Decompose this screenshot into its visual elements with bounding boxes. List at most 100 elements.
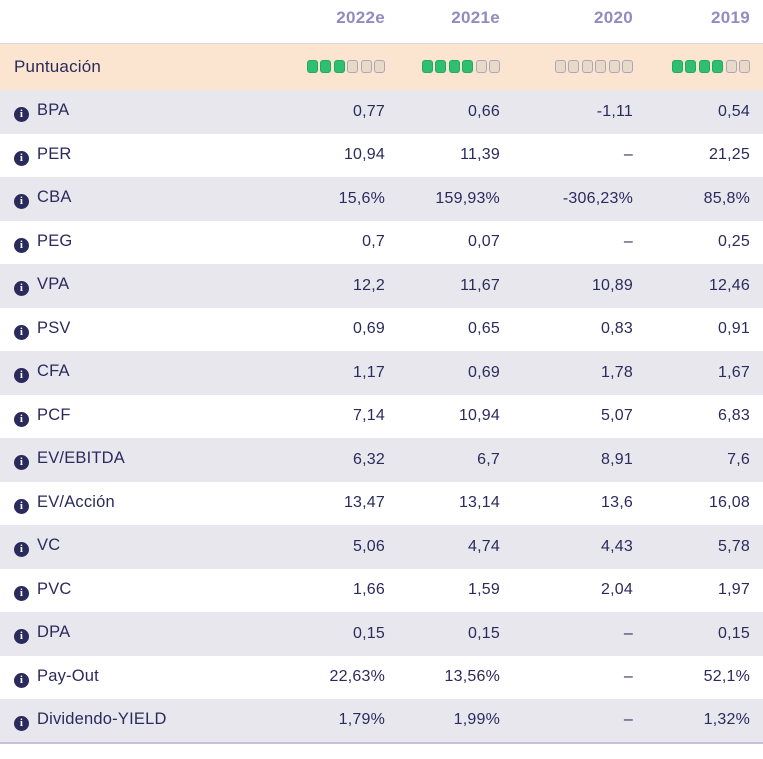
value-cell: 16,08 (708, 494, 750, 512)
info-icon[interactable]: i (14, 455, 29, 471)
value-cell: 6,32 (353, 450, 385, 468)
value-cell: 1,32% (703, 711, 750, 729)
score-dot-empty (725, 60, 737, 74)
value-cell: 0,65 (468, 320, 500, 338)
info-icon[interactable]: i (14, 411, 29, 427)
value-cell: 5,78 (718, 537, 750, 555)
value-cell: 85,8% (703, 189, 750, 207)
score-dot-empty (475, 60, 487, 74)
value-cell: 10,94 (458, 407, 500, 425)
value-cell: 22,63% (329, 668, 385, 686)
metric-label: EV/Acción (37, 492, 115, 511)
info-icon[interactable]: i (14, 368, 29, 384)
score-dot-empty (347, 60, 358, 74)
table-row-pvc: i PVC 1,66 1,59 2,04 1,97 (0, 569, 763, 613)
info-icon[interactable]: i (14, 542, 29, 558)
value-cell: 52,1% (703, 668, 750, 686)
info-icon[interactable]: i (14, 585, 29, 601)
score-dot-empty (739, 60, 750, 74)
info-icon[interactable]: i (14, 498, 29, 514)
score-row-label: Puntuación (14, 56, 102, 76)
score-dot-filled (671, 60, 683, 74)
score-dot-filled (712, 60, 723, 74)
score-dot-empty (622, 60, 633, 74)
metric-label: CFA (37, 362, 70, 381)
score-dot-empty (581, 60, 593, 74)
value-cell: 5,06 (353, 537, 385, 555)
value-cell: 10,94 (343, 146, 385, 164)
score-dot-filled (320, 60, 331, 74)
table-row-cba: i CBA 15,6% 159,93% -306,23% 85,8% (0, 177, 763, 221)
value-cell: 0,07 (468, 233, 500, 251)
value-cell: 0,69 (353, 320, 385, 338)
value-cell: 12,2 (353, 276, 385, 294)
metric-label: PEG (37, 231, 73, 250)
value-cell: 6,7 (477, 450, 500, 468)
value-cell: 1,67 (718, 363, 750, 381)
value-cell: 21,25 (708, 146, 750, 164)
value-cell: 0,66 (468, 102, 500, 120)
value-cell: 1,99% (453, 711, 500, 729)
value-cell: 4,74 (468, 537, 500, 555)
table-row-per: i PER 10,94 11,39 – 21,25 (0, 134, 763, 178)
info-icon[interactable]: i (14, 194, 29, 210)
metric-label: PER (37, 144, 72, 163)
table-row-dpa: i DPA 0,15 0,15 – 0,15 (0, 612, 763, 656)
metric-label: PSV (37, 318, 71, 337)
value-cell: 2,04 (601, 581, 633, 599)
value-cell: 1,97 (718, 581, 750, 599)
score-dot-filled (685, 60, 696, 74)
value-cell: 0,91 (718, 320, 750, 338)
value-cell: 1,17 (353, 363, 385, 381)
metric-label: VC (37, 536, 61, 555)
metric-label: CBA (37, 188, 72, 207)
value-cell: 0,69 (468, 363, 500, 381)
column-header-2021e: 2021e (451, 8, 500, 28)
info-icon[interactable]: i (14, 281, 29, 297)
info-icon[interactable]: i (14, 150, 29, 166)
column-header-2020: 2020 (593, 8, 633, 28)
score-dots-2022e (306, 60, 385, 74)
score-dot-empty (554, 60, 566, 74)
score-cell (500, 43, 633, 90)
value-cell: 5,07 (601, 407, 633, 425)
table-row-vc: i VC 5,06 4,74 4,43 5,78 (0, 525, 763, 569)
value-cell: – (623, 624, 633, 642)
metric-label: Pay-Out (37, 666, 99, 685)
info-icon[interactable]: i (14, 107, 29, 123)
value-cell: 1,79% (338, 711, 385, 729)
table-row-psv: i PSV 0,69 0,65 0,83 0,91 (0, 308, 763, 352)
value-cell: 13,47 (343, 494, 385, 512)
info-icon[interactable]: i (14, 672, 29, 688)
score-dot-empty (374, 60, 385, 74)
value-cell: 13,56% (444, 668, 500, 686)
score-dot-filled (435, 60, 446, 74)
info-icon[interactable]: i (14, 629, 29, 645)
value-cell: – (623, 233, 633, 251)
info-icon[interactable]: i (14, 715, 29, 731)
metric-label: PCF (37, 405, 71, 424)
score-dot-empty (608, 60, 620, 74)
info-icon[interactable]: i (14, 324, 29, 340)
score-dots-2019 (671, 60, 750, 74)
value-cell: 7,14 (353, 407, 385, 425)
value-cell: 8,91 (601, 450, 633, 468)
metric-label: EV/EBITDA (37, 449, 125, 468)
value-cell: 0,7 (362, 233, 385, 251)
value-cell: 15,6% (338, 189, 385, 207)
score-dot-filled (698, 60, 710, 74)
value-cell: 10,89 (591, 276, 633, 294)
value-cell: 1,78 (601, 363, 633, 381)
score-cell (271, 43, 385, 90)
value-cell: 13,6 (601, 494, 633, 512)
table-header-row: 2022e 2021e 2020 2019 (0, 0, 763, 43)
table-row-ev-ebitda: i EV/EBITDA 6,32 6,7 8,91 7,6 (0, 438, 763, 482)
value-cell: – (623, 668, 633, 686)
score-dot-empty (595, 60, 606, 74)
metric-label: PVC (37, 579, 72, 598)
value-cell: 0,15 (718, 624, 750, 642)
table-row-pcf: i PCF 7,14 10,94 5,07 6,83 (0, 395, 763, 439)
value-cell: 1,59 (468, 581, 500, 599)
metric-label: VPA (37, 275, 70, 294)
info-icon[interactable]: i (14, 237, 29, 253)
